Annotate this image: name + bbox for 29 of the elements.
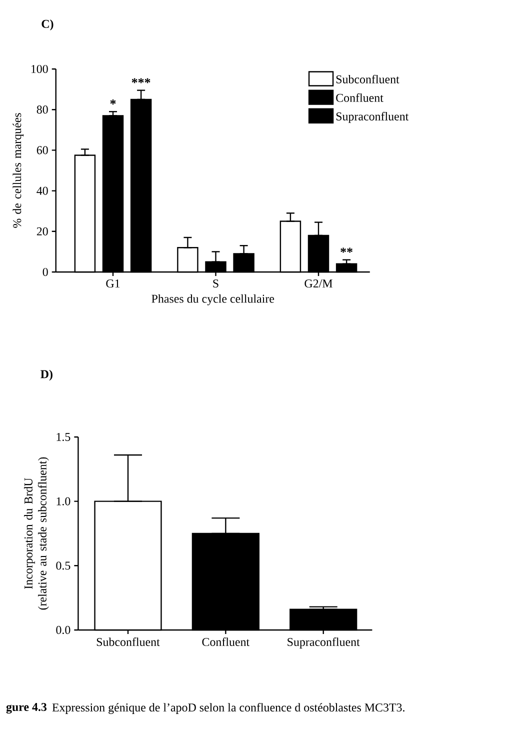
y-axis-title: % de cellules marquées <box>12 113 24 228</box>
chart-title: C) <box>42 20 54 30</box>
y-tick-label: 20 <box>36 227 48 236</box>
y-tick-label: 0.0 <box>56 626 70 634</box>
x-tick-label: Confluent <box>202 638 250 646</box>
legend-label: Subconfluent <box>336 74 400 84</box>
x-tick-label: G1 <box>106 280 120 288</box>
y-tick-label: 100 <box>31 64 48 74</box>
y-tick-label: 80 <box>36 106 48 114</box>
y-tick-label: 40 <box>36 186 48 195</box>
annotation: * <box>110 100 116 104</box>
annotation: ** <box>340 248 352 253</box>
x-tick-label: Supraconfluent <box>288 638 360 648</box>
x-tick-label: G2/M <box>304 280 332 288</box>
legend-label: Confluent <box>336 93 384 102</box>
text: Expression génique de l’apoD selon la confluence d ostéoblastes MC3T3. <box>52 702 404 714</box>
chart-title: D) <box>40 370 52 381</box>
y-tick-label: 1.5 <box>56 432 70 442</box>
x-axis-title: Phases du cycle cellulaire <box>152 294 274 306</box>
y-tick-label: 1.0 <box>56 497 70 506</box>
x-tick-label: Subconfluent <box>96 638 160 646</box>
annotation: *** <box>132 78 150 84</box>
legend-label: Supraconfluent <box>336 112 409 123</box>
text: gure 4.3 <box>6 702 47 714</box>
y-tick-label: 0.5 <box>56 562 70 570</box>
y-axis-title: Incorporation du BrdU (relative au stade subconfluent) <box>24 457 49 610</box>
x-tick-label: S <box>213 280 218 288</box>
y-tick-label: 60 <box>36 146 48 154</box>
y-tick-label: 0 <box>42 268 48 276</box>
